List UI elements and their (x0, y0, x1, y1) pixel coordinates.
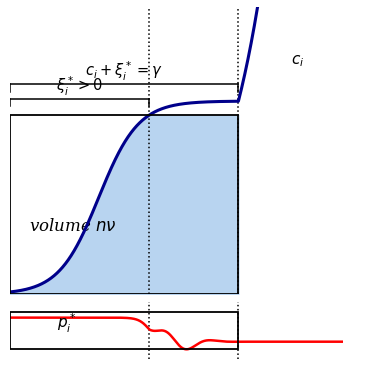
Text: $\xi_i^*>0$: $\xi_i^*>0$ (56, 75, 103, 98)
Text: $c_i+\xi_i^*=\gamma$: $c_i+\xi_i^*=\gamma$ (85, 60, 163, 83)
Text: $p_i^*$: $p_i^*$ (57, 312, 77, 334)
Bar (10, 312, 238, 349)
Bar (10, 115, 238, 294)
Text: $c_i$: $c_i$ (291, 53, 304, 69)
Text: volume $n\nu$: volume $n\nu$ (29, 218, 117, 235)
